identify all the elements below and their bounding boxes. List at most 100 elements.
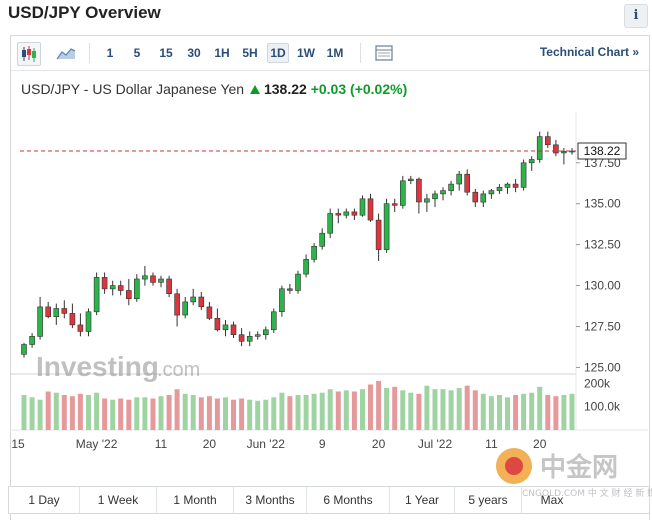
- volume-bar: [400, 390, 406, 430]
- volume-bar: [247, 399, 253, 430]
- candle-body: [375, 219, 382, 250]
- candle-body: [222, 324, 229, 331]
- candle-body: [472, 191, 479, 203]
- price-axis: 125.00127.50130.00132.50135.00137.50200k…: [576, 156, 621, 414]
- candle-body: [319, 232, 326, 247]
- price-chart[interactable]: Investing .com 125.00 127.50 130.00 132.50 1…: [0, 0, 652, 486]
- interval-15[interactable]: 15: [159, 46, 173, 60]
- volume-bar: [37, 399, 43, 430]
- candle-body: [295, 273, 301, 291]
- candle-body: [448, 183, 454, 191]
- range-5-years[interactable]: 5 years: [455, 487, 522, 513]
- volume-bar: [464, 385, 470, 430]
- volume-bar: [214, 398, 220, 430]
- last-price-tag-label: 138.22: [584, 144, 621, 158]
- candle-body: [287, 288, 293, 291]
- volume-tick-label: 100.0k: [584, 400, 621, 414]
- range-3-months[interactable]: 3 Months: [234, 487, 307, 513]
- volume-bar: [376, 381, 382, 430]
- candle-body: [520, 162, 527, 188]
- range-max[interactable]: Max: [540, 493, 564, 507]
- volume-bar: [142, 397, 148, 430]
- volume-bar: [53, 392, 59, 430]
- time-axis: 15 May '22 11 20 Jun '22 9 20 Jul '22 11 20: [11, 437, 546, 451]
- price-tick-label: 132.50: [584, 238, 621, 252]
- candle-body: [367, 198, 374, 221]
- interval-1w[interactable]: 1W: [297, 46, 315, 60]
- candle-body: [230, 324, 237, 335]
- range-1-week[interactable]: 1 Week: [80, 487, 157, 513]
- interval-1[interactable]: 1: [106, 46, 114, 60]
- page-title: USD/JPY Overview: [8, 3, 161, 22]
- interval-1m[interactable]: 1M: [326, 46, 344, 60]
- interval-1d[interactable]: 1D: [267, 43, 289, 63]
- time-tick-label: 15: [11, 437, 25, 451]
- volume-bar: [561, 395, 567, 430]
- volume-bar: [424, 385, 430, 430]
- candle-body: [190, 296, 196, 303]
- range-selector: 1 Day 1 Week 1 Month 3 Months 6 Months 1…: [8, 486, 650, 514]
- quote-line: USD/JPY - US Dollar Japanese Yen 138.22 …: [21, 81, 407, 97]
- candle-body: [279, 288, 285, 312]
- interval-5h[interactable]: 5H: [242, 46, 258, 60]
- time-tick-label: May '22: [76, 437, 118, 451]
- volume-bar: [69, 396, 75, 430]
- candle-body: [53, 308, 60, 317]
- volume-bar: [279, 392, 285, 430]
- candle-body: [440, 190, 446, 195]
- volume-bar: [102, 398, 108, 430]
- volume-bar: [537, 386, 543, 430]
- volume-bar: [432, 389, 438, 430]
- range-1-year[interactable]: 1 Year: [390, 487, 455, 513]
- candle-body: [29, 335, 35, 345]
- volume-bar: [480, 393, 486, 430]
- time-tick-label: Jun '22: [247, 437, 286, 451]
- range-6-months[interactable]: 6 Months: [307, 487, 390, 513]
- candle-body: [528, 159, 535, 164]
- volume-bar: [134, 397, 140, 430]
- interval-5[interactable]: 5: [133, 46, 141, 60]
- volume-bar: [223, 397, 228, 430]
- volume-bar: [384, 388, 390, 430]
- volume-bar: [311, 393, 317, 430]
- logo-subtext: CNGOLD.COM 中 文 财 经 新 媒 体: [522, 487, 652, 499]
- volume-bar: [198, 397, 204, 430]
- volume-bar: [263, 399, 269, 430]
- volume-bar: [21, 395, 27, 430]
- technical-chart-link[interactable]: Technical Chart »: [539, 45, 639, 59]
- candle-body: [335, 213, 342, 216]
- interval-1h[interactable]: 1H: [214, 46, 230, 60]
- range-1-month[interactable]: 1 Month: [157, 487, 234, 513]
- candle-body: [399, 180, 406, 206]
- volume-bar: [166, 395, 172, 430]
- range-1-day[interactable]: 1 Day: [9, 487, 80, 513]
- candle-body: [351, 211, 358, 216]
- volume-bar: [86, 395, 91, 430]
- candle-body: [504, 183, 511, 188]
- candle-body: [182, 301, 188, 316]
- candle-body: [262, 329, 269, 335]
- info-icon[interactable]: i: [624, 4, 648, 28]
- volume-bar: [343, 390, 349, 430]
- area-chart-icon[interactable]: [55, 42, 77, 64]
- volume-tick-label: 200k: [584, 376, 611, 390]
- volume-bar: [456, 388, 462, 430]
- interval-30[interactable]: 30: [187, 46, 201, 60]
- candle-body: [561, 151, 567, 154]
- candle-body: [424, 198, 430, 203]
- candle-body: [126, 290, 132, 299]
- volume-bar: [392, 386, 398, 430]
- volume-bar: [206, 396, 212, 430]
- candle-body: [77, 324, 84, 332]
- candle-body: [150, 275, 156, 283]
- volume-bar: [569, 393, 575, 430]
- candle-body: [206, 306, 213, 319]
- volume-bar: [29, 397, 35, 430]
- chart-panel: 1 5 15 30 1H 5H 1D 1W 1M Technical Chart…: [10, 35, 650, 520]
- volume-bar: [61, 395, 67, 430]
- instrument-name: USD/JPY - US Dollar Japanese Yen: [21, 81, 245, 97]
- candlestick-icon[interactable]: [17, 42, 41, 66]
- table-icon[interactable]: [373, 42, 395, 64]
- candle-body: [85, 311, 92, 332]
- candle-body: [407, 178, 414, 182]
